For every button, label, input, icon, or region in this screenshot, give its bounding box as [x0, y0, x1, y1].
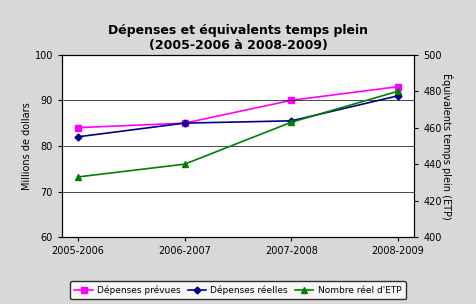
- Dépenses réelles: [75, 135, 81, 139]
- Dépenses prévues: [288, 98, 294, 102]
- Line: Nombre réel d'ETP: Nombre réel d'ETP: [75, 88, 401, 180]
- Line: Dépenses réelles: Dépenses réelles: [76, 93, 400, 139]
- Dépenses réelles: [182, 121, 188, 125]
- Dépenses réelles: [288, 119, 294, 123]
- Dépenses prévues: [75, 126, 81, 130]
- Dépenses prévues: [182, 121, 188, 125]
- Title: Dépenses et équivalents temps plein
(2005-2006 à 2008-2009): Dépenses et équivalents temps plein (200…: [108, 24, 368, 52]
- Nombre réel d'ETP: [75, 175, 81, 179]
- Nombre réel d'ETP: [395, 89, 401, 93]
- Y-axis label: Millions de dollars: Millions de dollars: [22, 102, 32, 190]
- Dépenses prévues: [395, 85, 401, 88]
- Legend: Dépenses prévues, Dépenses réelles, Nombre réel d'ETP: Dépenses prévues, Dépenses réelles, Nomb…: [70, 281, 406, 299]
- Line: Dépenses prévues: Dépenses prévues: [75, 84, 401, 130]
- Dépenses réelles: [395, 94, 401, 98]
- Nombre réel d'ETP: [182, 162, 188, 166]
- Nombre réel d'ETP: [288, 120, 294, 124]
- Y-axis label: Équivalents temps plein (ETP): Équivalents temps plein (ETP): [441, 73, 453, 219]
